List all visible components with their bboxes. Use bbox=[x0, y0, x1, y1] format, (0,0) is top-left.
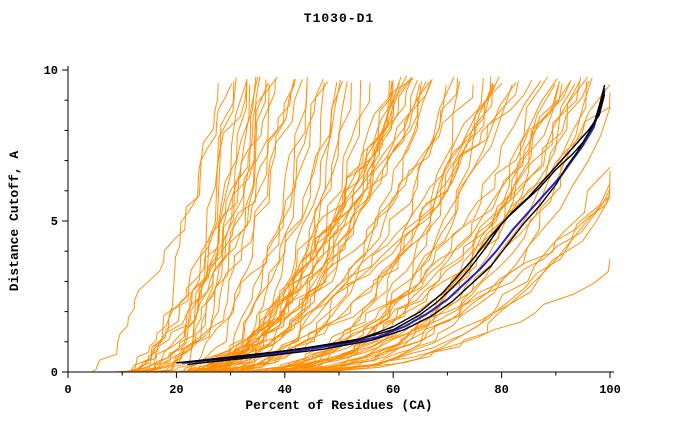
prediction-curve bbox=[134, 78, 276, 373]
prediction-curve bbox=[278, 92, 611, 373]
prediction-curve bbox=[220, 81, 394, 373]
prediction-curve bbox=[131, 76, 261, 373]
prediction-curve bbox=[216, 78, 414, 373]
prediction-curve bbox=[91, 83, 233, 373]
prediction-curves-layer bbox=[91, 75, 611, 373]
y-axis-label: Distance Cutoff, A bbox=[7, 151, 22, 292]
prediction-curve bbox=[177, 84, 420, 373]
prediction-curve bbox=[201, 80, 432, 373]
prediction-curve bbox=[288, 80, 572, 373]
prediction-curve bbox=[205, 84, 493, 373]
top-model-2-curve bbox=[187, 90, 606, 366]
prediction-curve bbox=[134, 77, 259, 373]
x-tick-label: 20 bbox=[169, 383, 183, 397]
x-tick-label: 40 bbox=[278, 383, 292, 397]
prediction-curve bbox=[130, 76, 278, 373]
x-tick-label: 100 bbox=[599, 383, 621, 397]
y-tick-label: 0 bbox=[51, 366, 58, 380]
prediction-curve bbox=[259, 83, 563, 373]
prediction-curve bbox=[135, 83, 219, 373]
prediction-curve bbox=[134, 78, 303, 373]
x-tick-label: 0 bbox=[64, 383, 71, 397]
prediction-curve bbox=[136, 80, 341, 373]
prediction-curve bbox=[202, 80, 390, 373]
y-tick-label: 5 bbox=[51, 215, 58, 229]
prediction-curve bbox=[169, 76, 402, 373]
prediction-curve bbox=[230, 84, 495, 373]
prediction-curve bbox=[257, 81, 571, 373]
prediction-curve bbox=[131, 79, 267, 373]
top-model-3-curve bbox=[176, 93, 606, 364]
prediction-curve bbox=[123, 82, 248, 373]
prediction-curve bbox=[200, 77, 412, 373]
y-tick-label: 10 bbox=[44, 64, 58, 78]
prediction-curve bbox=[136, 83, 270, 373]
prediction-curve bbox=[263, 76, 589, 373]
chart-title: T1030-D1 bbox=[304, 11, 374, 26]
prediction-curve bbox=[107, 78, 248, 373]
axes: 0 20 40 60 80 100 0 5 10 bbox=[44, 64, 621, 397]
best-model-curve bbox=[181, 87, 606, 364]
prediction-curve bbox=[205, 77, 413, 373]
prediction-curve bbox=[124, 84, 251, 373]
prediction-curve bbox=[290, 258, 611, 373]
prediction-curve bbox=[188, 79, 533, 373]
prediction-curve bbox=[173, 77, 308, 373]
prediction-curve bbox=[232, 80, 542, 373]
prediction-curve bbox=[198, 82, 400, 373]
prediction-curve bbox=[209, 81, 422, 373]
prediction-curve bbox=[212, 81, 427, 373]
prediction-curve bbox=[177, 78, 324, 373]
x-tick-label: 80 bbox=[494, 383, 508, 397]
x-axis-label: Percent of Residues (CA) bbox=[245, 398, 432, 413]
prediction-curve bbox=[198, 82, 371, 373]
x-tick-label: 60 bbox=[386, 383, 400, 397]
prediction-curve bbox=[240, 188, 611, 373]
prediction-curve bbox=[221, 82, 503, 373]
prediction-curve bbox=[221, 76, 492, 373]
model-curves-layer bbox=[176, 84, 606, 366]
